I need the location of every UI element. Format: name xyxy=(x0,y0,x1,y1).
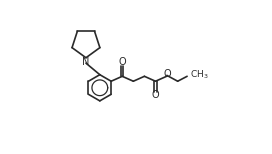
Text: N: N xyxy=(82,57,90,67)
Text: O: O xyxy=(152,90,159,100)
Text: CH$_3$: CH$_3$ xyxy=(190,68,209,81)
Text: O: O xyxy=(163,69,171,79)
Text: O: O xyxy=(118,57,126,67)
